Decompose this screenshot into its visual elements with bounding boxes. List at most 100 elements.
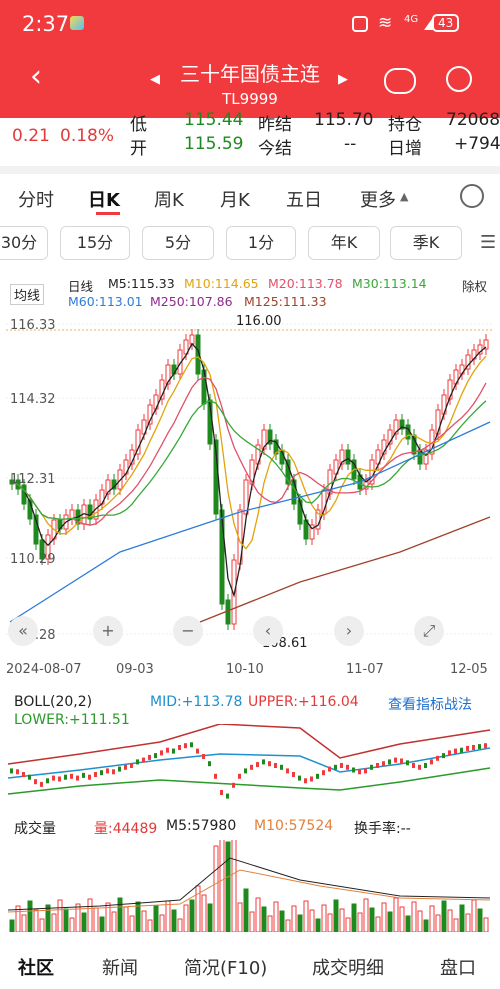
next-contract-arrow-icon[interactable]: ▶: [338, 72, 348, 87]
robot-assistant-icon[interactable]: [384, 68, 416, 94]
candle: [447, 379, 453, 400]
ma10-label: M10:114.65: [184, 276, 259, 291]
volume-bar: [303, 900, 309, 932]
nav-order-book[interactable]: 盘口: [440, 958, 476, 979]
boll-candle: [484, 743, 487, 749]
volume-bar: [15, 905, 21, 932]
scroll-right-button[interactable]: ›: [334, 616, 364, 646]
volume-bar: [405, 915, 411, 932]
volume-bar: [183, 904, 189, 932]
volume-bar: [135, 901, 141, 932]
ex-rights-toggle[interactable]: 除权: [462, 279, 488, 294]
boll-candle: [202, 754, 205, 759]
boll-candle: [412, 763, 415, 768]
boll-candle: [472, 745, 475, 750]
boll-candle: [328, 766, 331, 772]
volume-m10-line: [7, 869, 491, 913]
tab-five-day[interactable]: 五日: [286, 190, 322, 211]
period-15min[interactable]: 15分: [60, 226, 130, 260]
volume-bar: [219, 840, 225, 932]
nav-community[interactable]: 社区: [18, 958, 54, 979]
low-label: 低: [130, 115, 147, 135]
zoom-in-button[interactable]: +: [93, 616, 123, 646]
volume-bar: [39, 918, 45, 932]
volume-bar: [309, 909, 315, 932]
volume-bar: [201, 894, 207, 932]
volume-bar: [369, 907, 375, 932]
open-label: 开: [130, 139, 147, 159]
x-tick-label: 09-03: [116, 662, 154, 677]
settle-label: 今结: [258, 139, 292, 159]
collapse-arrow-icon[interactable]: «: [8, 616, 38, 646]
active-tab-indicator: [96, 212, 120, 215]
tab-monthly-k[interactable]: 月K: [220, 190, 250, 211]
period-yearly[interactable]: 年K: [308, 226, 380, 260]
nav-trade-detail[interactable]: 成交明细: [312, 958, 384, 979]
period-quarterly[interactable]: 季K: [390, 226, 462, 260]
candle: [39, 539, 45, 560]
tab-weekly-k[interactable]: 周K: [154, 190, 184, 211]
volume-bar: [189, 899, 195, 932]
boll-candle: [418, 764, 421, 770]
boll-candle: [292, 772, 295, 777]
boll-candle: [22, 772, 25, 777]
period-5min[interactable]: 5分: [142, 226, 214, 260]
settings-gear-icon[interactable]: [460, 184, 484, 208]
fullscreen-icon[interactable]: ⤢: [414, 616, 444, 646]
menu-icon[interactable]: ☰: [480, 232, 497, 253]
volume-bar: [291, 905, 297, 932]
volume-bar: [327, 913, 333, 932]
tab-daily-k[interactable]: 日K: [88, 190, 120, 211]
search-icon[interactable]: [446, 66, 472, 92]
candle: [45, 534, 51, 560]
scroll-left-button[interactable]: ‹: [253, 616, 283, 646]
divider: [0, 166, 500, 174]
candle: [345, 449, 351, 465]
indicator-strategy-link[interactable]: 查看指标战法: [388, 697, 472, 713]
ma60-label: M60:113.01: [68, 294, 143, 309]
volume-bar: [363, 898, 369, 932]
volume-bar: [213, 845, 219, 932]
back-button[interactable]: ‹: [30, 59, 42, 94]
quote-panel: 0.21 0.18% 低 115.44 昨结 115.70 持仓 72068 开…: [0, 110, 500, 176]
candle: [339, 449, 345, 465]
boll-mid: MID:+113.78: [150, 694, 243, 710]
volume-bar: [45, 904, 51, 932]
kline-chart[interactable]: [0, 312, 500, 662]
prev-settle-value: 115.70: [314, 110, 374, 130]
nav-overview[interactable]: 简况(F10): [184, 958, 268, 979]
volume-bar: [249, 911, 255, 932]
tab-more[interactable]: 更多: [360, 190, 396, 211]
indicator-selector[interactable]: 均线: [10, 284, 45, 305]
boll-candle: [208, 761, 211, 767]
volume-bar: [21, 914, 27, 932]
volume-bar: [81, 912, 87, 932]
chart-tabs: 分时 日K 周K 月K 五日 更多 ▲: [0, 176, 500, 218]
ma-line: [11, 400, 487, 520]
zoom-out-button[interactable]: −: [173, 616, 203, 646]
volume-bar: [267, 915, 273, 932]
boll-candle: [436, 755, 439, 761]
boll-candle: [46, 778, 49, 784]
volume-bar: [57, 899, 63, 932]
ma30-label: M30:113.14: [352, 276, 427, 291]
volume-bar: [231, 840, 237, 932]
boll-selector[interactable]: BOLL(20,2): [14, 694, 93, 710]
ma60-line: [9, 421, 491, 623]
volume-bar: [381, 902, 387, 932]
tab-timeshare[interactable]: 分时: [18, 190, 54, 211]
candle: [219, 509, 225, 605]
boll-candle: [232, 782, 235, 788]
period-30min[interactable]: 30分: [0, 226, 48, 260]
volume-bar: [399, 906, 405, 932]
volume-selector[interactable]: 成交量: [14, 821, 56, 837]
volume-bar: [465, 913, 471, 932]
volume-bar: [477, 908, 483, 932]
volume-bar: [93, 907, 99, 932]
period-1min[interactable]: 1分: [226, 226, 296, 260]
prev-contract-arrow-icon[interactable]: ◀: [150, 72, 160, 87]
candle: [267, 429, 273, 445]
nav-news[interactable]: 新闻: [102, 958, 138, 979]
network-label: 4G: [404, 14, 419, 25]
boll-candle: [184, 743, 187, 749]
